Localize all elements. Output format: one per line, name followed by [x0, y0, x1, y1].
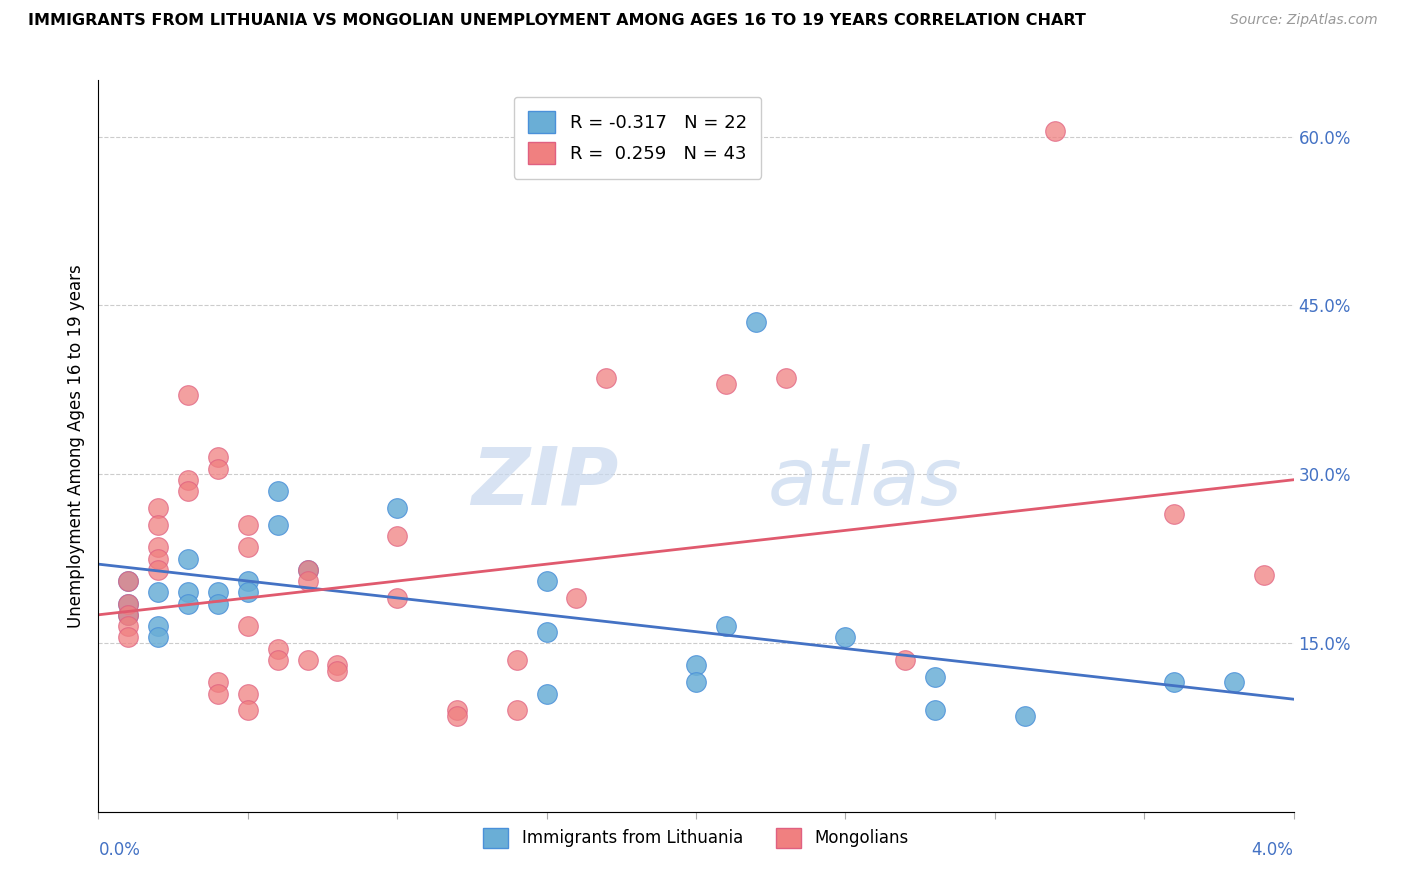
Point — [446, 703, 468, 717]
Point — [775, 371, 797, 385]
Point — [117, 607, 139, 622]
Point — [1163, 507, 1185, 521]
Point — [207, 597, 229, 611]
Point — [1043, 124, 1066, 138]
Point — [148, 563, 170, 577]
Point — [1163, 675, 1185, 690]
Point — [267, 517, 290, 532]
Point — [236, 517, 259, 532]
Point — [834, 630, 856, 644]
Legend: Immigrants from Lithuania, Mongolians: Immigrants from Lithuania, Mongolians — [477, 821, 915, 855]
Point — [745, 315, 768, 329]
Text: Source: ZipAtlas.com: Source: ZipAtlas.com — [1230, 13, 1378, 28]
Point — [297, 574, 319, 588]
Point — [267, 653, 290, 667]
Point — [924, 670, 946, 684]
Point — [177, 473, 200, 487]
Point — [894, 653, 917, 667]
Point — [177, 597, 200, 611]
Point — [297, 563, 319, 577]
Point — [236, 703, 259, 717]
Text: ZIP: ZIP — [471, 443, 619, 522]
Point — [207, 461, 229, 475]
Point — [236, 541, 259, 555]
Point — [506, 703, 529, 717]
Point — [385, 500, 409, 515]
Point — [714, 619, 737, 633]
Text: 0.0%: 0.0% — [98, 841, 141, 859]
Point — [385, 529, 409, 543]
Point — [326, 664, 349, 678]
Point — [685, 675, 707, 690]
Point — [207, 450, 229, 465]
Point — [385, 591, 409, 605]
Point — [148, 541, 170, 555]
Point — [236, 687, 259, 701]
Point — [148, 500, 170, 515]
Point — [148, 551, 170, 566]
Point — [148, 630, 170, 644]
Point — [924, 703, 946, 717]
Point — [177, 585, 200, 599]
Point — [148, 619, 170, 633]
Point — [1253, 568, 1275, 582]
Point — [117, 607, 139, 622]
Point — [1014, 709, 1036, 723]
Point — [714, 377, 737, 392]
Point — [236, 619, 259, 633]
Point — [117, 597, 139, 611]
Point — [446, 709, 468, 723]
Point — [267, 641, 290, 656]
Point — [148, 517, 170, 532]
Point — [536, 624, 558, 639]
Point — [117, 574, 139, 588]
Point — [595, 371, 617, 385]
Point — [565, 591, 588, 605]
Text: 4.0%: 4.0% — [1251, 841, 1294, 859]
Point — [177, 483, 200, 498]
Point — [1222, 675, 1246, 690]
Point — [506, 653, 529, 667]
Point — [236, 585, 259, 599]
Point — [236, 574, 259, 588]
Point — [207, 585, 229, 599]
Text: IMMIGRANTS FROM LITHUANIA VS MONGOLIAN UNEMPLOYMENT AMONG AGES 16 TO 19 YEARS CO: IMMIGRANTS FROM LITHUANIA VS MONGOLIAN U… — [28, 13, 1085, 29]
Point — [177, 388, 200, 402]
Point — [207, 687, 229, 701]
Point — [267, 483, 290, 498]
Point — [536, 687, 558, 701]
Point — [536, 574, 558, 588]
Point — [177, 551, 200, 566]
Point — [148, 585, 170, 599]
Point — [117, 574, 139, 588]
Point — [117, 597, 139, 611]
Point — [685, 658, 707, 673]
Point — [326, 658, 349, 673]
Point — [297, 653, 319, 667]
Text: atlas: atlas — [768, 443, 963, 522]
Point — [297, 563, 319, 577]
Point — [117, 630, 139, 644]
Point — [207, 675, 229, 690]
Point — [117, 619, 139, 633]
Y-axis label: Unemployment Among Ages 16 to 19 years: Unemployment Among Ages 16 to 19 years — [66, 264, 84, 628]
